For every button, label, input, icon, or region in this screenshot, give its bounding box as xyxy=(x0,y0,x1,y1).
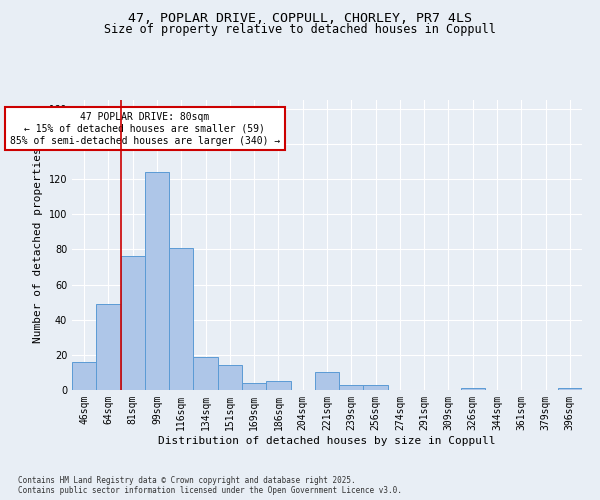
Bar xyxy=(72,362,96,390)
Bar xyxy=(169,248,193,390)
Bar xyxy=(266,381,290,390)
Text: 47 POPLAR DRIVE: 80sqm
← 15% of detached houses are smaller (59)
85% of semi-det: 47 POPLAR DRIVE: 80sqm ← 15% of detached… xyxy=(10,112,280,146)
Bar xyxy=(558,388,582,390)
Y-axis label: Number of detached properties: Number of detached properties xyxy=(33,147,43,343)
Text: Size of property relative to detached houses in Coppull: Size of property relative to detached ho… xyxy=(104,24,496,36)
Bar xyxy=(218,366,242,390)
Bar xyxy=(96,304,121,390)
Bar xyxy=(461,388,485,390)
Bar xyxy=(193,356,218,390)
Bar xyxy=(121,256,145,390)
Bar xyxy=(242,383,266,390)
Bar xyxy=(145,172,169,390)
Text: Contains HM Land Registry data © Crown copyright and database right 2025.
Contai: Contains HM Land Registry data © Crown c… xyxy=(18,476,402,495)
Bar xyxy=(339,384,364,390)
Text: 47, POPLAR DRIVE, COPPULL, CHORLEY, PR7 4LS: 47, POPLAR DRIVE, COPPULL, CHORLEY, PR7 … xyxy=(128,12,472,26)
X-axis label: Distribution of detached houses by size in Coppull: Distribution of detached houses by size … xyxy=(158,436,496,446)
Bar xyxy=(364,384,388,390)
Bar xyxy=(315,372,339,390)
